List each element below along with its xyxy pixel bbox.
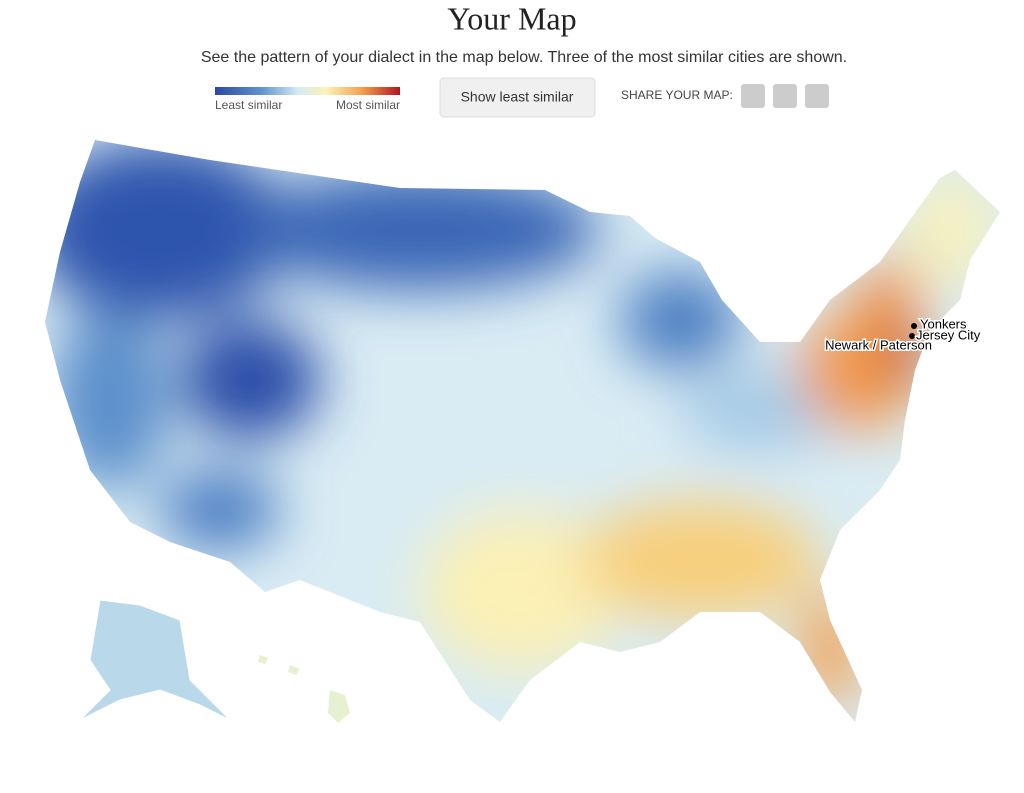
city-dot	[903, 341, 909, 347]
city-dot	[911, 323, 917, 329]
city-label: Newark / Paterson	[825, 337, 932, 352]
subtitle: See the pattern of your dialect in the m…	[201, 49, 847, 66]
share-link[interactable]	[805, 84, 829, 108]
alaska	[79, 599, 231, 721]
city-label: Yonkers	[920, 316, 967, 331]
toggle-button[interactable]	[439, 77, 596, 118]
share-facebook[interactable]	[741, 84, 765, 108]
toggle-button-label[interactable]: Show least similar	[461, 89, 574, 105]
legend-least: Least similar	[215, 98, 282, 112]
legend-most: Most similar	[336, 98, 400, 112]
city-dot	[909, 333, 915, 339]
share-twitter[interactable]	[773, 84, 797, 108]
city-markers: Yonkers Jersey City Newark / Paterson	[824, 315, 983, 354]
title: Your Map	[447, 0, 576, 36]
legend-gradient	[215, 87, 400, 95]
hawaii	[258, 655, 350, 723]
city-label: Jersey City	[916, 327, 981, 342]
share-label: SHARE YOUR MAP:	[621, 88, 733, 102]
